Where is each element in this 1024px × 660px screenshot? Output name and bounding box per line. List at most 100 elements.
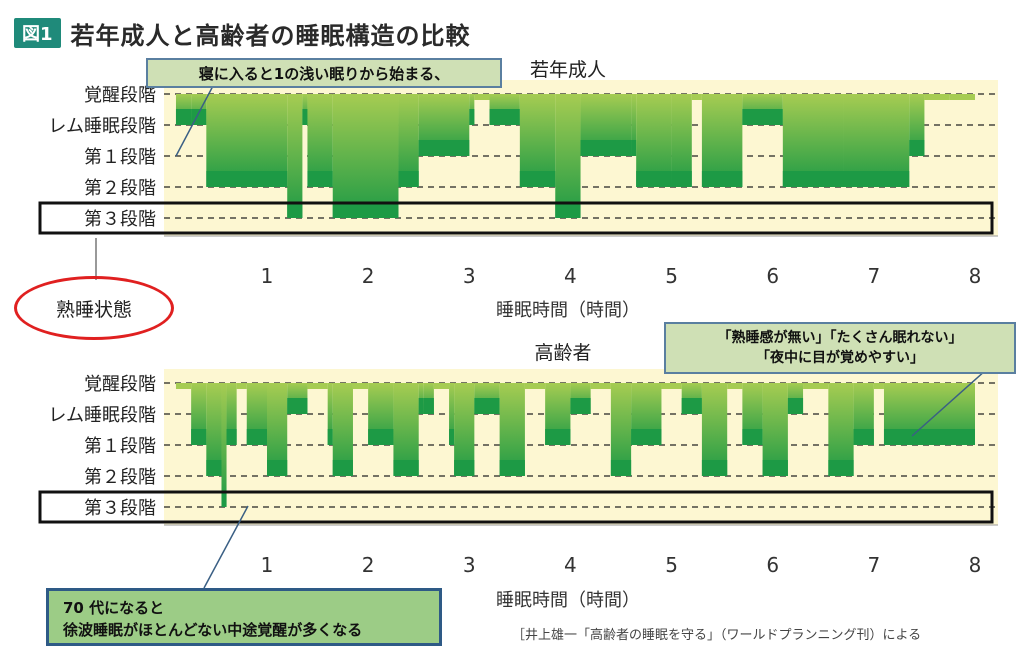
young-segment-level-15: [580, 140, 632, 156]
elder-x-tick-2: 3: [463, 553, 476, 577]
elder-x-tick-6: 7: [867, 553, 880, 577]
elder-x-tick-1: 2: [362, 553, 375, 577]
young-callout: 寝に入ると1の浅い眠りから始まる、: [146, 58, 502, 88]
young-y-label-2: 第１段階: [84, 147, 156, 168]
elder-segment-level-36: [828, 460, 854, 476]
annotation-overlay: [95, 83, 987, 589]
bottom-note-line1: 70 代になると: [63, 599, 165, 617]
young-segment-level-21: [742, 109, 783, 125]
young-segment-level-6: [332, 202, 399, 218]
figure-badge: 図1: [14, 18, 61, 48]
young-deep-sleep-box: [38, 201, 994, 235]
elder-segment-level-33: [762, 460, 788, 476]
source-citation: ［井上雄一「高齢者の睡眠を守る」（ワールドプランニング刊）による: [512, 628, 922, 643]
young-segment-19: [691, 94, 702, 100]
bottom-note-pointer: [203, 505, 249, 589]
elder-segment-level-15: [418, 398, 424, 414]
bottom-note: 70 代になると 徐波睡眠がほとんどない中途覚醒が多くなる: [46, 588, 442, 646]
young-x-tick-7: 8: [969, 264, 982, 288]
elder-segment-7: [267, 383, 288, 476]
elder-segment-22: [524, 383, 546, 389]
young-callout-text: 寝に入ると1の浅い眠りから始まる、: [198, 64, 450, 83]
page-title: 若年成人と高齢者の睡眠構造の比較: [70, 21, 471, 50]
elder-segment-level-11: [332, 460, 353, 476]
young-x-tick-3: 4: [564, 264, 577, 288]
young-y-label-1: レム睡眠段階: [48, 116, 156, 137]
young-segment-16: [631, 94, 637, 156]
elder-segment-level-16: [423, 398, 434, 414]
young-segment-3: [287, 94, 303, 218]
young-segment-7: [398, 94, 419, 187]
elder-segment-level-13: [368, 429, 394, 445]
elder-segment-28: [661, 383, 682, 389]
elder-segment-level-32: [742, 429, 763, 445]
elder-y-label-0: 覚醒段階: [84, 374, 156, 395]
young-x-tick-2: 3: [463, 264, 476, 288]
young-segment-level-16: [631, 140, 637, 156]
deep-sleep-text: 熟睡状態: [55, 298, 132, 321]
elder-segment-level-6: [246, 429, 267, 445]
elder-segment-level-4: [226, 429, 237, 445]
young-segment-18: [671, 94, 692, 187]
young-segment-level-23: [843, 171, 910, 187]
elder-segment-19: [454, 383, 475, 476]
young-x-tick-5: 6: [766, 264, 779, 288]
elderly-callout-line2: 「夜中に目が覚めやすい」: [756, 350, 924, 366]
elder-x-tick-5: 6: [766, 553, 779, 577]
young-segment-level-0: [175, 109, 192, 125]
elderly-callout: 「熟睡感が無い」「たくさん眠れない」 「夜中に目が覚めやすい」: [664, 322, 1016, 374]
elder-segment-level-37: [853, 429, 874, 445]
elder-x-tick-0: 1: [261, 553, 274, 577]
elder-segment-31: [727, 383, 743, 389]
young-x-tick-6: 7: [867, 264, 880, 288]
young-segment-level-4: [302, 109, 308, 125]
young-y-label-3: 第２段階: [84, 178, 156, 199]
elder-segment-2: [206, 383, 222, 476]
elder-segment-18: [449, 383, 455, 445]
elder-segment-level-23: [545, 429, 571, 445]
young-y-label-4: 第３段階: [84, 209, 156, 230]
elder-y-label-3: 第２段階: [84, 467, 156, 488]
elder-segment-level-2: [206, 460, 222, 476]
bottom-note-line2: 徐波睡眠がほとんどない中途覚醒が多くなる: [63, 621, 363, 639]
young-segment-level-5: [307, 171, 333, 187]
elder-segment-17: [433, 383, 450, 389]
elder-segment-level-26: [610, 460, 632, 476]
young-x-tick-4: 5: [665, 264, 678, 288]
elder-segment-level-27: [631, 429, 662, 445]
elderly-callout-line1: 「熟睡感が無い」「たくさん眠れない」: [717, 330, 963, 346]
elder-segment-9: [307, 383, 328, 389]
deep-sleep-label: 熟睡状態: [14, 276, 174, 340]
elder-segment-level-20: [474, 398, 500, 414]
elder-segment-10: [327, 383, 333, 445]
young-segment-26: [949, 94, 975, 100]
elder-deep-sleep-box: [38, 490, 994, 524]
young-segment-25: [924, 94, 950, 100]
young-segment-11: [474, 94, 490, 100]
elder-segment-4: [226, 383, 237, 445]
elder-segment-5: [236, 383, 247, 389]
elder-chart-title: 高齢者: [534, 342, 591, 364]
elder-x-tick-4: 5: [665, 553, 678, 577]
elder-segment-level-30: [701, 460, 728, 476]
young-segment-level-14: [555, 202, 581, 218]
elder-segment-level-14: [393, 460, 419, 476]
elder-x-tick-7: 8: [969, 553, 982, 577]
elder-x-title: 睡眠時間（時間）: [496, 590, 640, 611]
young-x-title: 睡眠時間（時間）: [496, 300, 640, 321]
young-segment-level-12: [489, 109, 520, 125]
young-segment-6: [332, 94, 399, 218]
elder-segment-level-39: [883, 429, 975, 445]
elder-segment-26: [610, 383, 632, 476]
young-segment-level-24: [909, 140, 925, 156]
young-callout-pointer: [175, 83, 215, 157]
figure-title: 図1 若年成人と高齢者の睡眠構造の比較: [14, 16, 471, 50]
young-y-label-0: 覚醒段階: [84, 85, 156, 106]
elder-segment-25: [590, 383, 611, 389]
young-segment-level-13: [519, 171, 556, 187]
elder-y-label-2: 第１段階: [84, 436, 156, 457]
elder-segment-level-24: [570, 398, 591, 414]
